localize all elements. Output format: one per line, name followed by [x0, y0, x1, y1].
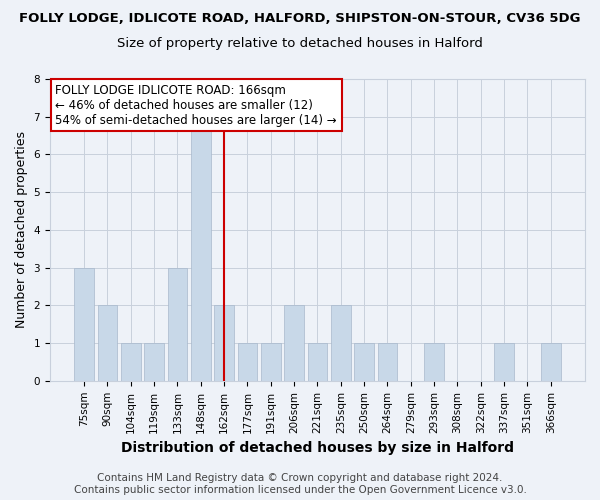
Bar: [261, 343, 281, 381]
Y-axis label: Number of detached properties: Number of detached properties: [15, 132, 28, 328]
Text: FOLLY LODGE, IDLICOTE ROAD, HALFORD, SHIPSTON-ON-STOUR, CV36 5DG: FOLLY LODGE, IDLICOTE ROAD, HALFORD, SHI…: [19, 12, 581, 26]
Bar: [424, 343, 444, 381]
Text: FOLLY LODGE IDLICOTE ROAD: 166sqm
← 46% of detached houses are smaller (12)
54% : FOLLY LODGE IDLICOTE ROAD: 166sqm ← 46% …: [55, 84, 337, 126]
Text: Size of property relative to detached houses in Halford: Size of property relative to detached ho…: [117, 38, 483, 51]
Bar: [121, 343, 141, 381]
Bar: [354, 343, 374, 381]
Bar: [214, 306, 234, 381]
Bar: [284, 306, 304, 381]
Bar: [238, 343, 257, 381]
Bar: [98, 306, 118, 381]
Bar: [377, 343, 397, 381]
Bar: [494, 343, 514, 381]
Bar: [74, 268, 94, 381]
Bar: [541, 343, 560, 381]
Bar: [191, 116, 211, 381]
Bar: [308, 343, 328, 381]
Bar: [331, 306, 350, 381]
Text: Contains HM Land Registry data © Crown copyright and database right 2024.
Contai: Contains HM Land Registry data © Crown c…: [74, 474, 526, 495]
Bar: [167, 268, 187, 381]
Bar: [144, 343, 164, 381]
X-axis label: Distribution of detached houses by size in Halford: Distribution of detached houses by size …: [121, 441, 514, 455]
